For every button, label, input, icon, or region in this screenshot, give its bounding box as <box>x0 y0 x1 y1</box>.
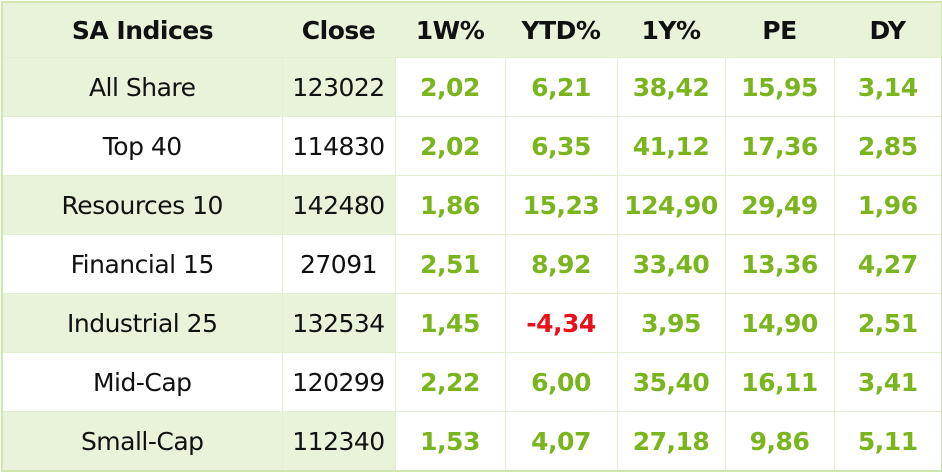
metric-value: -4,34 <box>504 293 618 353</box>
metric-value: 1,45 <box>394 293 506 353</box>
metric-value: 27,18 <box>616 411 726 472</box>
metric-value: 38,42 <box>616 57 726 117</box>
table-row: Top 40 114830 2,02 6,35 41,12 17,36 2,85 <box>1 116 942 176</box>
index-name: Top 40 <box>1 116 283 176</box>
metric-value: 4,27 <box>833 234 942 294</box>
close-value: 120299 <box>281 352 396 412</box>
metric-value: 2,02 <box>394 57 506 117</box>
metric-value: 124,90 <box>616 175 726 235</box>
close-value: 112340 <box>281 411 396 472</box>
metric-value: 13,36 <box>724 234 835 294</box>
metric-value: 1,53 <box>394 411 506 472</box>
column-header: 1Y% <box>617 2 725 58</box>
column-header: SA Indices <box>2 2 282 58</box>
metric-value: 1,96 <box>833 175 942 235</box>
metric-value: 16,11 <box>724 352 835 412</box>
close-value: 123022 <box>281 57 396 117</box>
column-header: Close <box>282 2 395 58</box>
metric-value: 15,23 <box>504 175 618 235</box>
metric-value: 17,36 <box>724 116 835 176</box>
metric-value: 2,51 <box>394 234 506 294</box>
metric-value: 33,40 <box>616 234 726 294</box>
metric-value: 35,40 <box>616 352 726 412</box>
metric-value: 6,00 <box>504 352 618 412</box>
metric-value: 6,35 <box>504 116 618 176</box>
index-name: Resources 10 <box>1 175 283 235</box>
metric-value: 4,07 <box>504 411 618 472</box>
table-header: SA Indices Close 1W% YTD% 1Y% PE DY <box>2 2 942 58</box>
metric-value: 1,86 <box>394 175 506 235</box>
table-row: Industrial 25 132534 1,45 -4,34 3,95 14,90 2,5… <box>1 293 942 353</box>
column-header: DY <box>834 2 942 58</box>
index-name: Small-Cap <box>1 411 283 472</box>
table-row: Small-Cap 112340 1,53 4,07 27,18 9,86 5,11 <box>1 411 942 472</box>
column-header: YTD% <box>505 2 617 58</box>
index-name: Industrial 25 <box>1 293 283 353</box>
metric-value: 8,92 <box>504 234 618 294</box>
column-header: PE <box>725 2 834 58</box>
metric-value: 41,12 <box>616 116 726 176</box>
metric-value: 14,90 <box>724 293 835 353</box>
header-row: SA Indices Close 1W% YTD% 1Y% PE DY <box>2 2 942 58</box>
close-value: 114830 <box>281 116 396 176</box>
metric-value: 15,95 <box>724 57 835 117</box>
metric-value: 2,51 <box>833 293 942 353</box>
table-row: Mid-Cap 120299 2,22 6,00 35,40 16,11 3,41 <box>1 352 942 412</box>
metric-value: 6,21 <box>504 57 618 117</box>
table-row: Financial 15 27091 2,51 8,92 33,40 13,36 4,27 <box>1 234 942 294</box>
table-body: All Share 123022 2,02 6,21 38,42 15,95 3,14 Top… <box>1 57 942 472</box>
metric-value: 5,11 <box>833 411 942 472</box>
close-value: 27091 <box>281 234 396 294</box>
table-row: All Share 123022 2,02 6,21 38,42 15,95 3,14 <box>1 57 942 117</box>
metric-value: 3,95 <box>616 293 726 353</box>
index-name: Financial 15 <box>1 234 283 294</box>
metric-value: 9,86 <box>724 411 835 472</box>
metric-value: 3,14 <box>833 57 942 117</box>
metric-value: 29,49 <box>724 175 835 235</box>
metric-value: 2,22 <box>394 352 506 412</box>
close-value: 132534 <box>281 293 396 353</box>
index-name: All Share <box>1 57 283 117</box>
metric-value: 2,02 <box>394 116 506 176</box>
metric-value: 3,41 <box>833 352 942 412</box>
metric-value: 2,85 <box>833 116 942 176</box>
index-name: Mid-Cap <box>1 352 283 412</box>
close-value: 142480 <box>281 175 396 235</box>
table-row: Resources 10 142480 1,86 15,23 124,90 29,49 1,… <box>1 175 942 235</box>
column-header: 1W% <box>395 2 505 58</box>
